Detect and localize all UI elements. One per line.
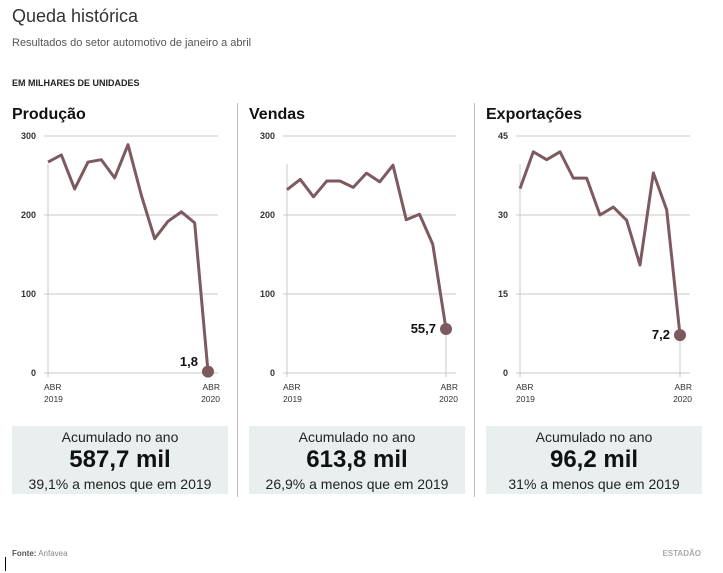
units-label: EM MILHARES DE UNIDADES [12,78,140,88]
summary-change: 26,9% a menos que em 2019 [265,476,449,492]
y-tick-label: 15 [498,289,508,299]
summary-box-producao: Acumulado no ano 587,7 mil 39,1% a menos… [12,426,228,494]
chart-subtitle: Resultados do setor automotivo de janeir… [12,37,252,49]
source-name: Anfavea [38,549,68,558]
y-tick-label: 0 [270,368,275,378]
summary-box-exportacoes: Acumulado no ano 96,2 mil 31% a menos qu… [486,426,702,494]
y-tick-label: 45 [498,131,508,141]
last-data-point [440,322,452,335]
x-label-end: ABR [203,382,220,392]
panel-divider [237,103,238,497]
y-tick-label: 200 [21,210,36,220]
y-tick-label: 100 [21,289,36,299]
x-label-start: ABR [283,382,300,392]
series-line [286,163,448,330]
panel-title-exportacoes: Exportações [486,106,583,123]
source-label: Fonte: [12,549,37,558]
panel-title-vendas: Vendas [249,106,306,123]
y-tick-label: 200 [260,210,275,220]
summary-value: 96,2 mil [549,446,639,473]
chart-title: Queda histórica [12,6,139,26]
series-line [518,150,682,336]
x-label-end-year: 2020 [673,394,692,404]
source-note: Fonte: Anfavea [12,549,68,558]
last-value-label: 55,7 [411,321,436,336]
x-label-start-year: 2019 [516,394,535,404]
x-label-start-year: 2019 [283,394,302,404]
summary-label: Acumulado no ano [535,429,653,445]
x-label-start: ABR [44,382,61,392]
y-tick-label: 0 [503,368,508,378]
x-label-end: ABR [675,382,692,392]
summary-change: 39,1% a menos que em 2019 [28,476,212,492]
summary-value: 587,7 mil [69,446,171,473]
y-tick-label: 30 [498,210,508,220]
summary-box-vendas: Acumulado no ano 613,8 mil 26,9% a menos… [249,426,465,494]
x-label-end-year: 2020 [201,394,220,404]
last-data-point [674,329,686,342]
y-tick-label: 300 [260,131,275,141]
text-cursor [5,557,6,571]
y-tick-label: 300 [21,131,36,141]
panel-title-producao: Produção [12,106,86,123]
last-data-point [202,365,214,378]
y-tick-label: 0 [31,368,36,378]
x-label-end-year: 2020 [439,394,458,404]
summary-label: Acumulado no ano [61,429,179,445]
x-label-start: ABR [516,382,533,392]
x-label-start-year: 2019 [44,394,63,404]
summary-label: Acumulado no ano [298,429,416,445]
series-line [47,143,210,372]
summary-change: 31% a menos que em 2019 [508,476,680,492]
last-value-label: 7,2 [652,327,670,342]
y-tick-label: 100 [260,289,275,299]
panel-divider [474,103,475,497]
x-label-end: ABR [441,382,458,392]
last-value-label: 1,8 [180,354,198,369]
summary-value: 613,8 mil [306,446,408,473]
brand-logo: ESTADÃO [662,549,701,558]
